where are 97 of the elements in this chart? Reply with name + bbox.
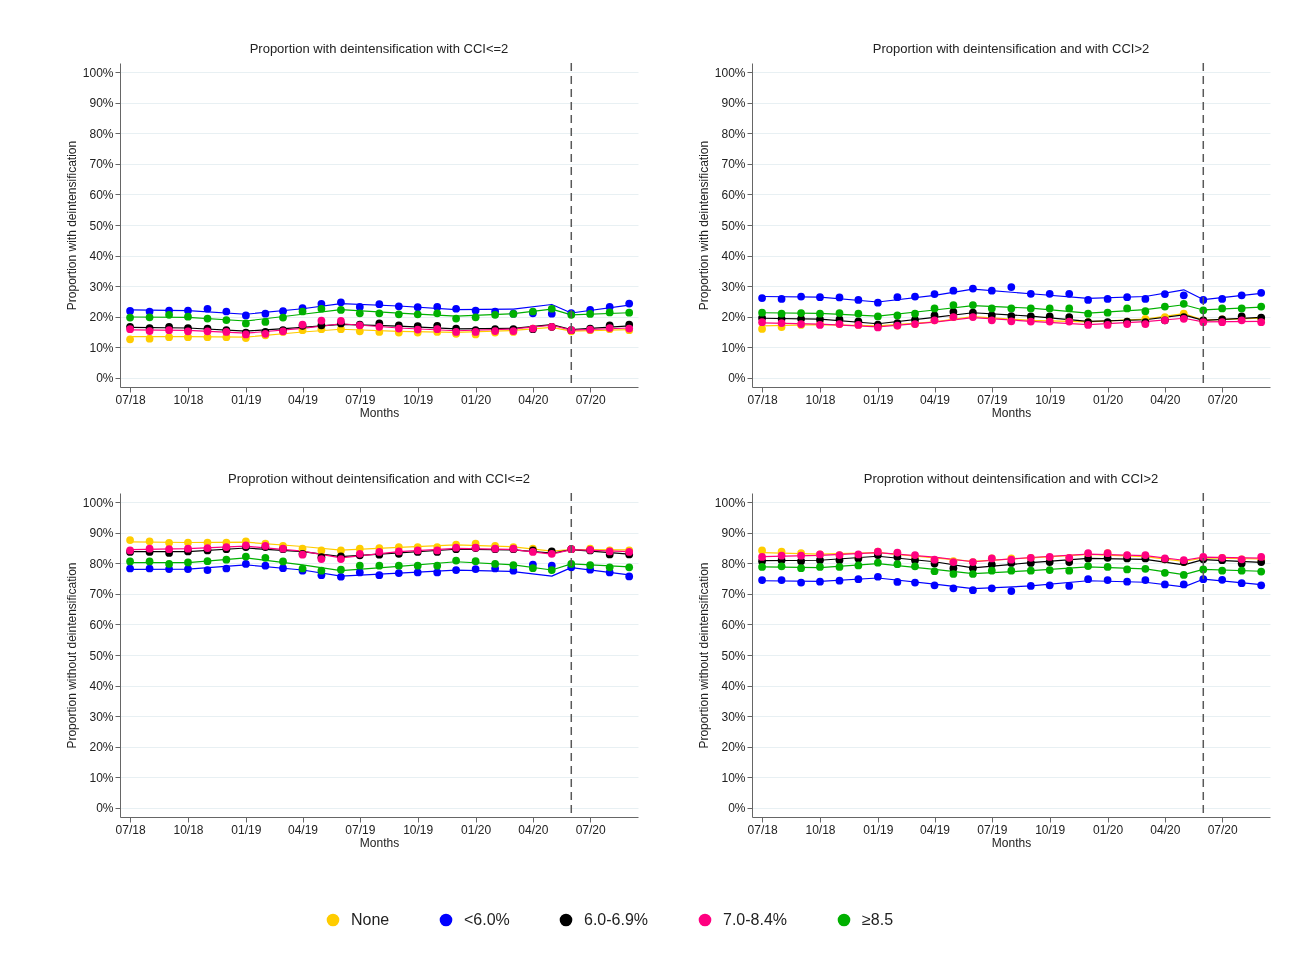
y-tick-label: 50%: [721, 218, 746, 233]
x-tick-label: 04/19: [288, 392, 319, 407]
y-tick-label: 20%: [89, 740, 114, 755]
x-tick-label: 07/20: [1207, 392, 1239, 407]
x-tick-label: 04/19: [920, 822, 951, 837]
y-tick-label: 90%: [721, 526, 746, 541]
y-axis-title: Proportion with deintensification: [696, 140, 711, 311]
x-tick-label: 01/20: [461, 822, 492, 837]
x-tick-label: 10/18: [805, 822, 836, 837]
y-tick-label: 40%: [721, 679, 746, 694]
x-tick-label: 07/19: [977, 822, 1008, 837]
x-tick-label: 07/18: [747, 392, 778, 407]
y-tick-label: 70%: [89, 157, 114, 172]
x-axis-title: Months: [991, 835, 1032, 850]
x-tick-label: 01/20: [461, 392, 492, 407]
y-tick-label: 60%: [721, 617, 746, 632]
x-tick-label: 07/19: [345, 822, 376, 837]
x-tick-label: 01/19: [863, 392, 894, 407]
x-tick-label: 10/19: [403, 392, 434, 407]
y-tick-label: 70%: [721, 157, 746, 172]
legend-label: 7.0-8.4%: [723, 911, 788, 928]
y-tick-label: 90%: [89, 526, 114, 541]
x-tick-label: 10/18: [805, 392, 836, 407]
y-axis-title: Proportion without deintensification: [64, 562, 79, 749]
y-tick-label: 30%: [89, 709, 114, 724]
y-tick-label: 70%: [721, 587, 746, 602]
y-tick-label: 50%: [89, 648, 114, 663]
x-axis-title: Months: [991, 405, 1032, 420]
y-tick-label: 60%: [89, 187, 114, 202]
x-tick-label: 07/18: [115, 822, 146, 837]
y-axis-title: Proportion with deintensification: [64, 140, 79, 311]
y-tick-label: 90%: [89, 96, 114, 111]
x-tick-label: 10/19: [403, 822, 434, 837]
chart-title: Proportion with deintensification with CCI<=2: [249, 41, 509, 57]
x-tick-label: 01/19: [863, 822, 894, 837]
y-tick-label: 0%: [728, 801, 746, 816]
y-tick-label: 30%: [721, 709, 746, 724]
legend-label: None: [351, 911, 390, 928]
x-tick-label: 10/18: [173, 392, 204, 407]
y-tick-label: 100%: [82, 65, 114, 80]
y-tick-label: 90%: [721, 96, 746, 111]
x-tick-label: 04/20: [1150, 392, 1181, 407]
y-tick-label: 50%: [721, 648, 746, 663]
y-tick-label: 20%: [89, 310, 114, 325]
y-axis-title: Proportion without deintensification: [696, 562, 711, 749]
y-tick-label: 100%: [714, 495, 746, 510]
y-tick-label: 60%: [721, 187, 746, 202]
x-tick-label: 07/20: [575, 822, 607, 837]
y-tick-label: 80%: [721, 126, 746, 141]
x-tick-label: 10/18: [173, 822, 204, 837]
y-tick-label: 50%: [89, 218, 114, 233]
x-tick-label: 07/20: [575, 392, 607, 407]
x-axis-title: Months: [359, 405, 400, 420]
y-tick-label: 70%: [89, 587, 114, 602]
x-tick-label: 04/20: [1150, 822, 1181, 837]
y-tick-label: 40%: [89, 679, 114, 694]
y-tick-label: 80%: [721, 556, 746, 571]
y-tick-label: 10%: [721, 340, 746, 355]
chart-title: Proprotion without deintensification and with CCI>2: [863, 471, 1159, 487]
y-tick-label: 40%: [721, 249, 746, 264]
y-tick-label: 80%: [89, 126, 114, 141]
x-tick-label: 07/18: [747, 822, 778, 837]
y-tick-label: 20%: [721, 740, 746, 755]
y-tick-label: 0%: [96, 801, 114, 816]
y-tick-label: 100%: [714, 65, 746, 80]
x-tick-label: 01/20: [1093, 822, 1124, 837]
y-tick-label: 80%: [89, 556, 114, 571]
y-tick-label: 20%: [721, 310, 746, 325]
x-tick-label: 01/20: [1093, 392, 1124, 407]
chart-title: Proprotion without deintensification and with CCI<=2: [227, 471, 531, 487]
x-tick-label: 07/18: [115, 392, 146, 407]
x-tick-label: 01/19: [231, 822, 262, 837]
y-tick-label: 0%: [96, 371, 114, 386]
x-axis-title: Months: [359, 835, 400, 850]
y-tick-label: 10%: [89, 770, 114, 785]
x-tick-label: 10/19: [1035, 822, 1066, 837]
x-tick-label: 04/20: [518, 392, 549, 407]
x-tick-label: 04/19: [288, 822, 319, 837]
x-tick-label: 07/19: [345, 392, 376, 407]
y-tick-label: 30%: [721, 279, 746, 294]
x-tick-label: 07/19: [977, 392, 1008, 407]
y-tick-label: 10%: [721, 770, 746, 785]
x-tick-label: 04/19: [920, 392, 951, 407]
legend-label: ≥8.5: [862, 911, 894, 928]
legend-label: 6.0-6.9%: [584, 911, 649, 928]
legend-label: <6.0%: [464, 911, 510, 928]
x-tick-label: 04/20: [518, 822, 549, 837]
y-tick-label: 100%: [82, 495, 114, 510]
y-tick-label: 10%: [89, 340, 114, 355]
x-tick-label: 01/19: [231, 392, 262, 407]
y-tick-label: 30%: [89, 279, 114, 294]
x-tick-label: 10/19: [1035, 392, 1066, 407]
chart-title: Proportion with deintensification and with CCI>2: [872, 41, 1150, 57]
y-tick-label: 40%: [89, 249, 114, 264]
y-tick-label: 60%: [89, 617, 114, 632]
x-tick-label: 07/20: [1207, 822, 1239, 837]
y-tick-label: 0%: [728, 371, 746, 386]
